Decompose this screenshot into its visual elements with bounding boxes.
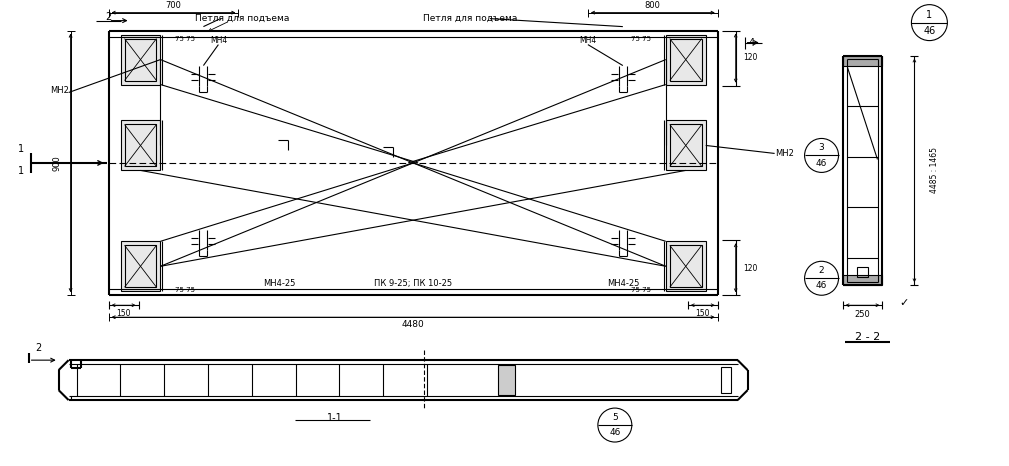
- Text: МН4: МН4: [579, 36, 596, 45]
- Bar: [843, 55, 883, 66]
- Text: 1: 1: [926, 9, 932, 20]
- Text: 46: 46: [923, 26, 935, 36]
- Bar: [843, 275, 883, 285]
- Text: 250: 250: [855, 310, 871, 319]
- Text: МН4-25: МН4-25: [606, 279, 639, 288]
- Text: 1-1: 1-1: [327, 413, 343, 423]
- Text: 150: 150: [116, 308, 131, 318]
- Text: 46: 46: [609, 428, 621, 437]
- Bar: [666, 34, 705, 84]
- Text: МН2: МН2: [49, 86, 69, 95]
- Text: 75 75: 75 75: [176, 287, 196, 293]
- Text: 46: 46: [816, 158, 827, 168]
- Text: 75 75: 75 75: [631, 287, 651, 293]
- Text: МН4: МН4: [210, 36, 227, 45]
- Bar: [720, 367, 731, 393]
- Bar: [666, 121, 705, 171]
- Bar: [666, 241, 705, 291]
- Bar: [120, 121, 160, 171]
- Text: 2: 2: [818, 266, 824, 275]
- Text: 4: 4: [749, 38, 755, 48]
- Bar: [670, 245, 701, 287]
- Text: 2: 2: [105, 12, 112, 21]
- Bar: [670, 39, 701, 81]
- Text: 75 75: 75 75: [631, 35, 651, 41]
- Text: 4485 : 1465: 4485 : 1465: [930, 147, 939, 193]
- Text: 120: 120: [744, 264, 758, 273]
- Text: 3: 3: [818, 143, 824, 152]
- Text: 2 - 2: 2 - 2: [855, 332, 880, 342]
- Text: 900: 900: [52, 155, 62, 171]
- Text: 1: 1: [17, 144, 24, 154]
- Text: 46: 46: [816, 281, 827, 290]
- Text: 150: 150: [695, 308, 710, 318]
- Text: 700: 700: [165, 1, 182, 10]
- Text: 120: 120: [744, 53, 758, 62]
- Bar: [124, 245, 156, 287]
- Text: 800: 800: [645, 1, 661, 10]
- Text: 2: 2: [35, 343, 41, 353]
- Bar: [120, 241, 160, 291]
- Bar: [124, 124, 156, 166]
- Text: 75 75: 75 75: [176, 35, 196, 41]
- Text: ✓: ✓: [900, 298, 909, 308]
- Bar: [124, 39, 156, 81]
- Text: Петля для подъема: Петля для подъема: [195, 14, 290, 23]
- Bar: [120, 34, 160, 84]
- Text: 4480: 4480: [402, 320, 425, 329]
- Bar: [670, 124, 701, 166]
- Text: МН4-25: МН4-25: [263, 279, 296, 288]
- Text: 5: 5: [612, 413, 618, 422]
- Bar: [857, 267, 869, 277]
- Text: МН2: МН2: [776, 149, 794, 158]
- Text: Петля для подъема: Петля для подъема: [423, 14, 518, 23]
- Text: 1: 1: [17, 166, 24, 176]
- Text: ПК 9-25; ПК 10-25: ПК 9-25; ПК 10-25: [374, 279, 452, 288]
- Bar: [497, 365, 516, 395]
